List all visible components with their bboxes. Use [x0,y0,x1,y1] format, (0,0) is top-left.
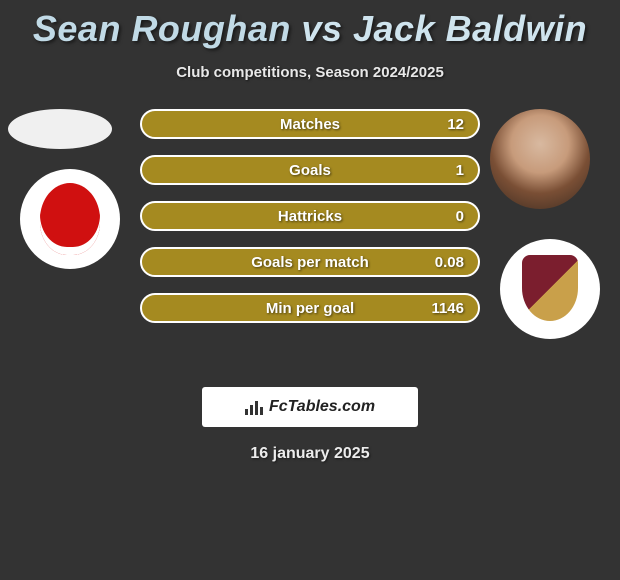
bar-chart-icon [245,399,263,415]
page-title: Sean Roughan vs Jack Baldwin [0,0,620,50]
stat-value: 0 [456,201,464,231]
stat-value: 0.08 [435,247,464,277]
stat-row: Matches 12 [140,109,480,139]
stats-bars: Matches 12 Goals 1 Hattricks 0 Goals per… [140,109,480,339]
footer-date: 16 january 2025 [0,445,620,463]
stat-label: Hattricks [140,201,480,231]
comparison-panel: Matches 12 Goals 1 Hattricks 0 Goals per… [0,109,620,369]
player1-name: Sean Roughan [33,8,291,49]
subtitle: Club competitions, Season 2024/2025 [0,64,620,81]
player1-avatar [8,109,112,149]
stat-value: 12 [447,109,464,139]
player2-avatar [490,109,590,209]
stat-row: Hattricks 0 [140,201,480,231]
stat-label: Min per goal [140,293,480,323]
brand-label: FcTables.com [269,398,375,416]
vs-text: vs [301,8,342,49]
brand-badge[interactable]: FcTables.com [202,387,418,427]
stat-label: Goals [140,155,480,185]
stat-row: Goals per match 0.08 [140,247,480,277]
player1-club-crest [20,169,120,269]
stat-label: Matches [140,109,480,139]
stat-label: Goals per match [140,247,480,277]
stat-row: Goals 1 [140,155,480,185]
stat-row: Min per goal 1146 [140,293,480,323]
stat-value: 1 [456,155,464,185]
player2-name: Jack Baldwin [353,8,587,49]
stat-value: 1146 [431,293,464,323]
player2-club-crest [500,239,600,339]
